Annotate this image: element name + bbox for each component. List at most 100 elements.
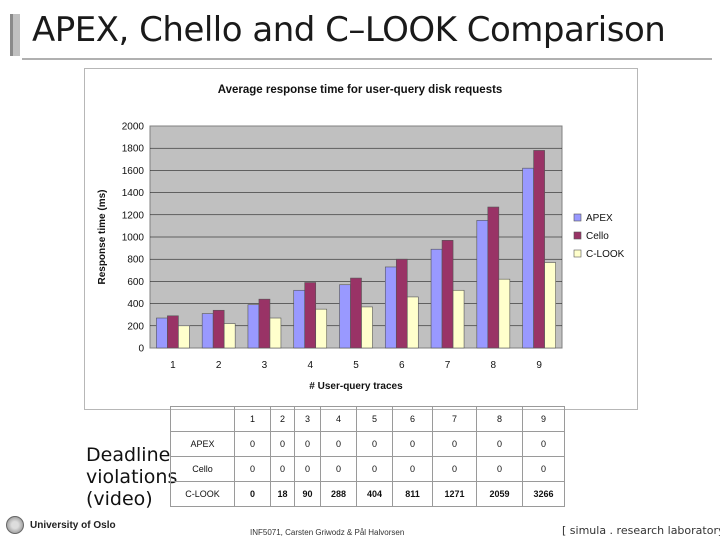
bar-apex [476,220,489,349]
table-cell: 0 [392,456,433,482]
x-tick-label: 8 [491,360,497,371]
x-tick-label: 3 [262,360,268,371]
table-cell: 18 [270,481,295,507]
bar-cello [258,298,271,349]
bar-apex [384,266,397,349]
y-tick-label: 1000 [122,233,145,244]
bar-c-look [315,308,328,349]
y-tick-label: 800 [127,255,144,266]
table-header-cell: 9 [522,406,565,432]
bar-cello [167,315,179,349]
bar-c-look [498,278,511,349]
x-tick-label: 5 [353,360,359,371]
bar-apex [201,313,214,349]
table-header-cell: 7 [432,406,477,432]
side-label-line: violations [86,466,178,488]
bar-cello [212,309,225,349]
table-cell: 0 [234,431,271,457]
y-tick-label: 0 [138,344,144,355]
bar-apex [156,317,168,349]
y-tick-label: 200 [127,321,144,332]
bar-c-look [223,323,236,349]
table-row-label: C-LOOK [170,481,235,507]
slide-title: APEX, Chello and C–LOOK Comparison [32,10,666,50]
y-tick-label: 600 [127,277,144,288]
x-tick-label: 1 [170,360,176,371]
bar-cello [487,206,500,349]
table-cell: 0 [320,456,357,482]
table-cell: 811 [392,481,433,507]
table-cell: 0 [270,431,295,457]
table-header-cell: 3 [294,406,321,432]
table-row-label: Cello [170,456,235,482]
y-tick-label: 400 [127,299,144,310]
y-axis-label: Response time (ms) [97,189,108,284]
table-cell: 288 [320,481,357,507]
y-tick-label: 1600 [122,166,145,177]
table-cell: 0 [432,431,477,457]
violations-table: 1 2 3 4 5 6 7 8 9 APEX 0 0 0 0 0 0 0 0 0 Cello 0 0 0 0 0 0 0 0 0 C-LO… [170,406,565,507]
title-divider [22,58,712,60]
bar-c-look [269,317,282,349]
legend-swatch [573,249,582,258]
bar-c-look [178,325,190,349]
table-row: C-LOOK 0 18 90 288 404 811 1271 2059 3266 [170,481,565,507]
x-tick-label: 7 [445,360,451,371]
y-tick-label: 2000 [122,122,145,133]
footer-authors: INF5071, Carsten Griwodz & Pål Halvorsen [250,528,405,537]
bar-c-look [361,306,373,349]
bar-cello [441,240,454,349]
legend-swatch [573,213,582,222]
legend-swatch [573,231,582,240]
x-axis-label: # User-query traces [309,381,403,392]
university-seal-icon [6,516,24,534]
deadline-violations-label: Deadline violations (video) [86,444,177,510]
side-label-line: Deadline [86,444,171,466]
table-header-cell: 2 [270,406,295,432]
bar-cello [533,150,545,349]
table-header-cell: 8 [476,406,523,432]
y-tick-label: 1800 [122,144,145,155]
table-cell: 0 [234,456,271,482]
x-tick-label: 9 [536,360,542,371]
footer-lab: [ simula . research laboratory ] [562,524,720,537]
table-row: Cello 0 0 0 0 0 0 0 0 0 [170,456,565,482]
table-cell: 0 [392,431,433,457]
bar-c-look [452,289,465,349]
table-header-cell: 6 [392,406,433,432]
bar-cello [350,277,362,349]
x-tick-label: 4 [307,360,313,371]
table-cell: 0 [270,456,295,482]
table-cell: 404 [356,481,393,507]
bar-apex [522,167,534,349]
bar-c-look [406,296,419,349]
x-tick-label: 6 [399,360,405,371]
bar-cello [304,282,317,349]
table-header-cell: 5 [356,406,393,432]
table-cell: 0 [294,431,321,457]
university-footer: University of Oslo [6,516,116,534]
table-cell: 90 [294,481,321,507]
table-cell: 0 [476,431,523,457]
table-row: APEX 0 0 0 0 0 0 0 0 0 [170,431,565,457]
table-cell: 0 [234,481,271,507]
university-name: University of Oslo [30,519,116,531]
table-cell: 0 [522,431,565,457]
table-cell: 0 [432,456,477,482]
legend-entry: APEX [586,213,613,224]
x-tick-label: 2 [216,360,222,371]
bar-apex [293,289,306,349]
table-cell: 0 [320,431,357,457]
response-time-chart: Average response time for user-query dis… [97,84,633,392]
table-header-cell: 1 [234,406,271,432]
table-cell: 2059 [476,481,523,507]
y-tick-label: 1200 [122,210,145,221]
title-accent-bar [10,14,20,56]
table-cell: 0 [294,456,321,482]
bar-apex [247,304,260,349]
table-cell: 0 [476,456,523,482]
bar-c-look [544,262,556,349]
table-cell: 0 [356,456,393,482]
table-cell: 3266 [522,481,565,507]
